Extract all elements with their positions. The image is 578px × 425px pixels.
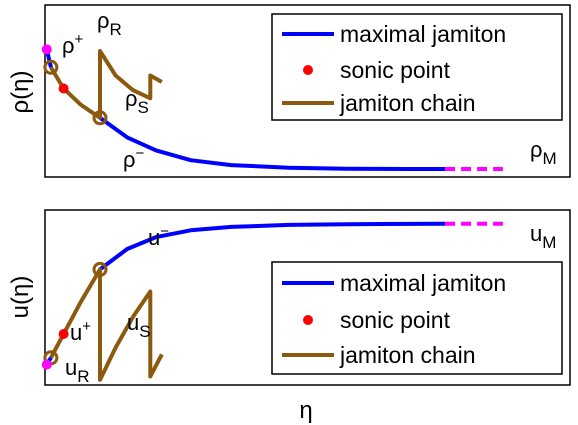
top-point-labels: ρ+ ρR ρS ρ− ρM [62, 8, 557, 172]
top-legend: maximal jamiton sonic point jamiton chai… [271, 13, 563, 121]
bottom-curves [45, 221, 503, 382]
label-rho-S: ρS [125, 86, 149, 117]
top-legend-label-chain: jamiton chain [339, 90, 476, 116]
bottom-legend-swatch-sonic [303, 315, 313, 325]
bottom-legend: maximal jamiton sonic point jamiton chai… [271, 261, 563, 375]
label-u-minus: u− [148, 223, 169, 250]
bottom-point-labels: u− u+ uS uR uM [65, 221, 556, 386]
x-axis-label: η [299, 397, 312, 424]
top-markers [41, 44, 108, 126]
bottom-markers [41, 261, 108, 370]
series-jamiton-chain [49, 49, 163, 120]
marker-rho-minus [92, 110, 108, 126]
series-jamiton-chain [49, 267, 164, 382]
marker-u-R [41, 359, 52, 370]
top-panel: ρ(η) ρ+ ρR ρS ρ− ρM maximal jamiton soni… [7, 4, 571, 178]
top-ylabel: ρ(η) [7, 71, 34, 114]
label-u-M: uM [530, 221, 556, 252]
label-rho-M: ρM [530, 137, 557, 168]
top-legend-label-sonic: sonic point [340, 57, 451, 83]
label-u-R: uR [65, 355, 90, 386]
top-curves [44, 48, 503, 171]
label-rho-R: ρR [97, 8, 122, 39]
bottom-legend-label-chain: jamiton chain [339, 342, 476, 368]
series-maximal-jamiton [98, 221, 446, 271]
bottom-panel: u(η) u− u+ uS uR uM maximal jamiton soni… [7, 209, 571, 386]
series-maximal-jamiton [98, 116, 446, 171]
bottom-legend-label-maximal: maximal jamiton [340, 270, 506, 296]
marker-rho-S [58, 83, 69, 94]
top-legend-label-maximal: maximal jamiton [340, 21, 506, 47]
label-u-S: uS [127, 310, 151, 341]
top-legend-swatch-sonic [303, 65, 313, 75]
marker-u-minus [92, 261, 108, 277]
marker-rho-plus [43, 59, 59, 75]
label-rho-minus: ρ− [123, 145, 145, 172]
marker-u-S [58, 329, 69, 339]
bottom-legend-label-sonic: sonic point [340, 307, 451, 333]
bottom-ylabel: u(η) [7, 276, 34, 319]
marker-rho-R [41, 44, 52, 55]
label-u-plus: u+ [70, 318, 91, 345]
label-rho-plus: ρ+ [62, 31, 84, 58]
